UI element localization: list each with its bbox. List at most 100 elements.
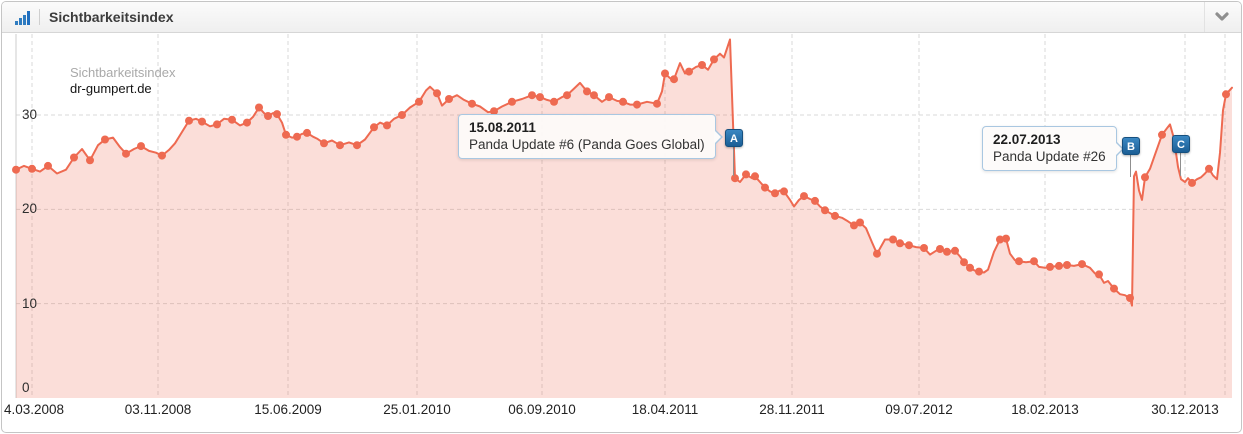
data-point-dot[interactable] <box>550 97 558 106</box>
data-point-dot[interactable] <box>831 211 839 220</box>
data-point-dot[interactable] <box>122 149 130 158</box>
data-point-dot[interactable] <box>583 87 591 96</box>
data-point-dot[interactable] <box>1046 262 1054 271</box>
event-a-stem <box>733 147 734 176</box>
data-point-dot[interactable] <box>353 141 361 150</box>
data-point-dot[interactable] <box>185 116 193 125</box>
data-point-dot[interactable] <box>960 258 968 267</box>
data-point-dot[interactable] <box>445 95 453 103</box>
data-point-dot[interactable] <box>996 235 1004 244</box>
data-point-dot[interactable] <box>293 132 301 141</box>
tooltip-b-text: Panda Update #26 <box>993 149 1106 164</box>
data-point-dot[interactable] <box>685 67 693 76</box>
data-point-dot[interactable] <box>1205 164 1213 173</box>
x-axis-label: 4.03.2008 <box>4 402 65 417</box>
data-point-dot[interactable] <box>1078 260 1086 269</box>
data-point-dot[interactable] <box>383 121 391 130</box>
data-point-dot[interactable] <box>761 183 769 192</box>
data-point-dot[interactable] <box>920 244 928 252</box>
event-badge-c[interactable]: C <box>1172 135 1190 153</box>
data-point-dot[interactable] <box>1110 284 1118 293</box>
data-point-dot[interactable] <box>282 130 290 139</box>
data-point-dot[interactable] <box>1126 294 1134 302</box>
data-point-dot[interactable] <box>896 239 904 248</box>
data-point-dot[interactable] <box>1055 261 1063 270</box>
event-badge-b[interactable]: B <box>1122 137 1140 155</box>
event-badge-a[interactable]: A <box>725 129 743 147</box>
data-point-dot[interactable] <box>320 139 328 148</box>
data-point-dot[interactable] <box>370 123 378 132</box>
data-point-dot[interactable] <box>303 128 311 137</box>
data-point-dot[interactable] <box>1141 173 1149 182</box>
data-point-dot[interactable] <box>28 164 36 173</box>
data-point-dot[interactable] <box>1158 130 1166 139</box>
data-point-dot[interactable] <box>966 263 974 272</box>
data-point-dot[interactable] <box>1002 234 1010 243</box>
data-point-dot[interactable] <box>698 61 706 69</box>
data-point-dot[interactable] <box>710 55 718 64</box>
data-point-dot[interactable] <box>198 117 206 126</box>
data-point-dot[interactable] <box>905 241 913 250</box>
data-point-dot[interactable] <box>943 247 951 256</box>
data-point-dot[interactable] <box>889 235 897 244</box>
data-point-dot[interactable] <box>633 100 641 109</box>
data-point-dot[interactable] <box>273 110 281 119</box>
data-point-dot[interactable] <box>936 245 944 253</box>
data-point-dot[interactable] <box>590 91 598 100</box>
data-point-dot[interactable] <box>563 91 571 100</box>
event-c-stem <box>1180 153 1181 176</box>
data-point-dot[interactable] <box>243 118 251 127</box>
data-point-dot[interactable] <box>661 69 669 78</box>
data-point-dot[interactable] <box>468 99 476 108</box>
data-point-dot[interactable] <box>213 120 221 129</box>
data-point-dot[interactable] <box>137 142 145 151</box>
data-point-dot[interactable] <box>975 267 983 276</box>
data-point-dot[interactable] <box>800 192 808 201</box>
data-point-dot[interactable] <box>528 91 536 100</box>
data-point-dot[interactable] <box>951 246 959 255</box>
data-point-dot[interactable] <box>1222 90 1230 99</box>
data-point-dot[interactable] <box>1063 261 1071 269</box>
data-point-dot[interactable] <box>605 93 613 102</box>
data-point-dot[interactable] <box>255 103 263 112</box>
data-point-dot[interactable] <box>771 189 779 198</box>
data-point-dot[interactable] <box>415 97 423 106</box>
data-point-dot[interactable] <box>1030 257 1038 266</box>
data-point-dot[interactable] <box>433 89 441 98</box>
data-point-dot[interactable] <box>158 151 166 160</box>
tooltip-b-date: 22.07.2013 <box>993 132 1061 147</box>
data-point-dot[interactable] <box>742 170 750 179</box>
data-point-dot[interactable] <box>536 93 544 102</box>
data-point-dot[interactable] <box>1188 178 1196 187</box>
data-point-dot[interactable] <box>1015 257 1023 266</box>
x-axis-label: 18.02.2013 <box>1011 402 1079 417</box>
data-point-dot[interactable] <box>731 174 739 183</box>
data-point-dot[interactable] <box>12 165 20 174</box>
collapse-chevron-button[interactable] <box>1210 7 1234 27</box>
data-point-dot[interactable] <box>264 112 272 120</box>
data-point-dot[interactable] <box>873 249 881 258</box>
data-point-dot[interactable] <box>856 218 864 227</box>
data-point-dot[interactable] <box>70 153 78 162</box>
chart-legend: Sichtbarkeitsindex dr-gumpert.de <box>70 65 176 97</box>
data-point-dot[interactable] <box>751 172 759 181</box>
data-point-dot[interactable] <box>490 107 498 116</box>
data-point-dot[interactable] <box>850 221 858 230</box>
data-point-dot[interactable] <box>780 187 788 196</box>
data-point-dot[interactable] <box>228 115 236 124</box>
data-point-dot[interactable] <box>336 141 344 150</box>
data-point-dot[interactable] <box>101 135 109 144</box>
data-point-dot[interactable] <box>811 196 819 205</box>
data-point-dot[interactable] <box>670 75 678 84</box>
data-point-dot[interactable] <box>86 156 94 165</box>
data-point-dot[interactable] <box>619 97 627 106</box>
data-point-dot[interactable] <box>398 111 406 119</box>
data-point-dot[interactable] <box>508 97 516 106</box>
data-point-dot[interactable] <box>1095 270 1103 279</box>
data-point-dot[interactable] <box>653 99 661 108</box>
data-point-dot[interactable] <box>44 161 52 170</box>
header-separator-right <box>1204 2 1205 32</box>
data-point-dot[interactable] <box>821 206 829 215</box>
